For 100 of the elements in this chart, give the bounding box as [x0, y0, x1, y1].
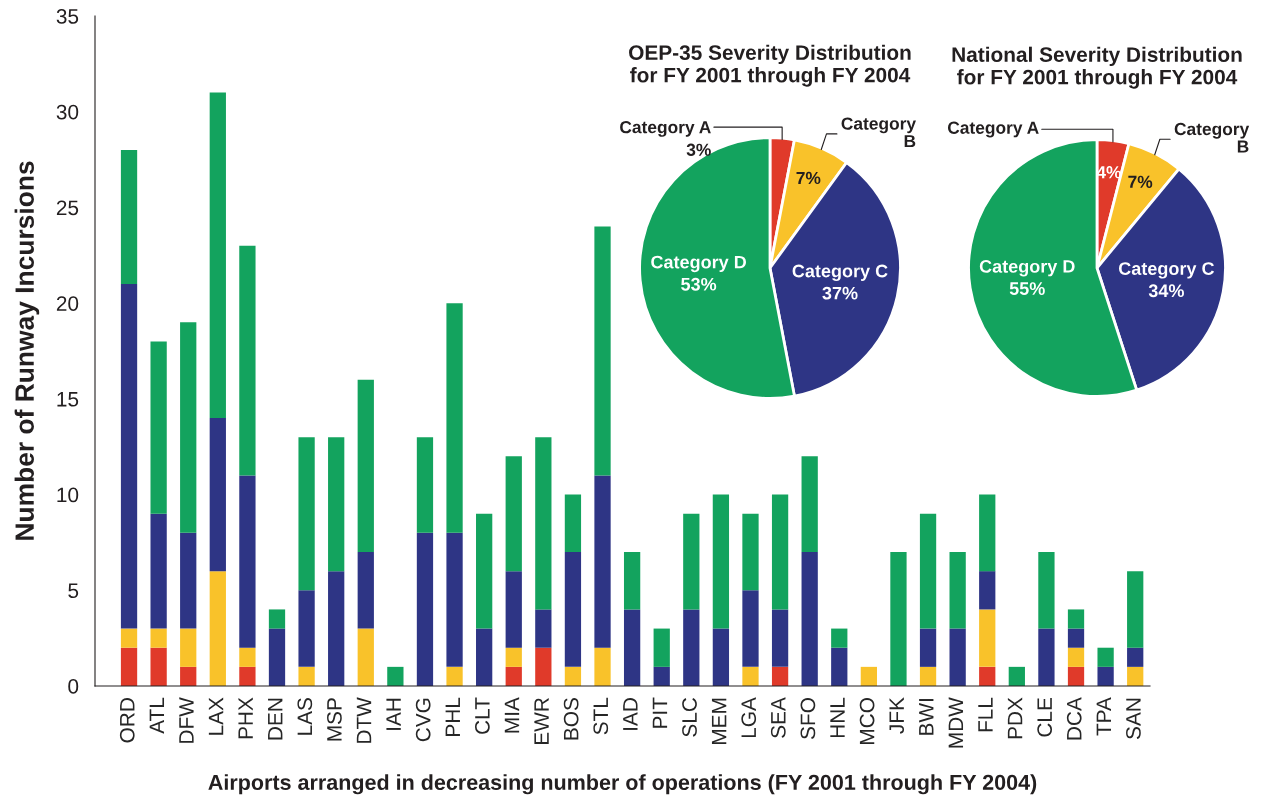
bar — [150, 513, 167, 629]
bar — [771, 609, 789, 667]
bar — [505, 571, 522, 648]
bar — [831, 647, 848, 686]
y-tick-label: 25 — [56, 200, 79, 216]
bar — [505, 456, 522, 572]
bar — [120, 628, 138, 648]
x-tick-label: FLL — [978, 697, 993, 732]
x-tick-label: LAS — [297, 698, 313, 735]
x-tick-label: CLT — [474, 697, 490, 734]
y-tick-label: 5 — [68, 583, 79, 599]
bar — [712, 494, 730, 629]
bar — [268, 609, 286, 629]
bar — [831, 628, 848, 648]
bar — [801, 552, 818, 686]
bar — [150, 341, 167, 514]
x-tick-label: PDX — [1007, 697, 1023, 739]
bar — [742, 666, 759, 686]
bar — [476, 513, 493, 629]
x-tick-label: SEA — [770, 697, 786, 738]
bar — [1127, 571, 1144, 648]
data-label: 55% — [1009, 282, 1045, 295]
bar — [416, 532, 434, 686]
x-tick-label: STL — [593, 697, 609, 735]
bar — [1038, 552, 1055, 629]
data-label: 3% — [686, 143, 711, 156]
bar — [742, 590, 759, 667]
bar — [919, 513, 937, 629]
bar — [535, 647, 552, 686]
bar — [564, 552, 582, 667]
chart-title: National Severity Distribution for FY 2001 through FY 2004 — [952, 46, 1242, 89]
x-tick-label: ORD — [119, 698, 135, 743]
bar — [594, 647, 611, 686]
data-label: 7% — [1128, 175, 1153, 188]
x-tick-label: BWI — [919, 699, 934, 735]
bar — [919, 666, 937, 686]
x-tick-label: TPA — [1096, 697, 1111, 736]
bar — [476, 628, 493, 686]
data-label: 53% — [681, 277, 717, 291]
bar — [979, 609, 996, 667]
bar — [239, 475, 256, 648]
bar — [180, 628, 197, 667]
y-tick-label: 0 — [68, 679, 79, 694]
y-tick-label: 30 — [56, 104, 79, 120]
x-tick-label: BOS — [563, 698, 579, 740]
bar — [446, 303, 463, 533]
bar — [535, 609, 552, 648]
x-tick-label: IAD — [623, 698, 638, 730]
x-tick-label: PIT — [652, 697, 668, 728]
bar — [1067, 628, 1085, 648]
x-tick-label: EWR — [534, 698, 549, 745]
bar — [1067, 609, 1085, 629]
bar — [1097, 647, 1114, 667]
bar — [1067, 647, 1085, 667]
bar — [1038, 628, 1055, 686]
x-tick-label: LGA — [741, 697, 757, 738]
y-tick-label: 35 — [56, 9, 79, 24]
x-tick-label: CVG — [415, 698, 431, 742]
data-label: 37% — [822, 286, 858, 300]
bar — [180, 666, 197, 686]
x-tick-label: SAN — [1126, 698, 1141, 739]
slice-label: Category C — [1118, 262, 1215, 279]
y-tick-label: 15 — [57, 392, 79, 407]
bar — [239, 245, 256, 476]
x-tick-label: SLC — [682, 697, 697, 737]
x-tick-label: MEM — [711, 698, 727, 745]
slice-label: Category D — [651, 255, 746, 273]
x-tick-label: DTW — [356, 697, 372, 743]
bar — [653, 666, 670, 686]
y-tick-label: 10 — [57, 487, 79, 503]
bar — [683, 609, 700, 686]
bar — [505, 647, 522, 667]
x-axis-title: Airports arranged in decreasing number of operations (FY 2001 through FY 2004) — [208, 774, 1037, 795]
x-tick-label: PHX — [238, 697, 253, 739]
bar — [387, 666, 404, 686]
bar — [357, 628, 374, 686]
bar — [209, 418, 226, 572]
x-tick-label: CLE — [1037, 698, 1053, 737]
x-tick-label: LAX — [208, 697, 224, 735]
y-axis-title: Number of Runway Incursions — [14, 161, 40, 540]
bar — [771, 666, 789, 686]
bar — [979, 571, 996, 610]
bar — [120, 647, 138, 686]
x-tick-label: MDW — [948, 697, 964, 748]
slice-label: Category A — [947, 121, 1039, 138]
bar — [298, 437, 315, 591]
bar — [564, 494, 582, 552]
bar — [505, 666, 522, 686]
bar — [1127, 666, 1144, 686]
bar — [535, 437, 552, 610]
bar — [1097, 666, 1114, 686]
bar — [683, 513, 700, 610]
bar — [801, 456, 818, 552]
slice-label: Category B — [1174, 122, 1250, 153]
bar — [742, 513, 759, 591]
x-tick-label: JFK — [889, 697, 905, 734]
bar — [979, 666, 996, 686]
bar — [328, 437, 345, 572]
slice-label: Category C — [792, 264, 888, 282]
x-tick-label: SFO — [800, 698, 816, 739]
